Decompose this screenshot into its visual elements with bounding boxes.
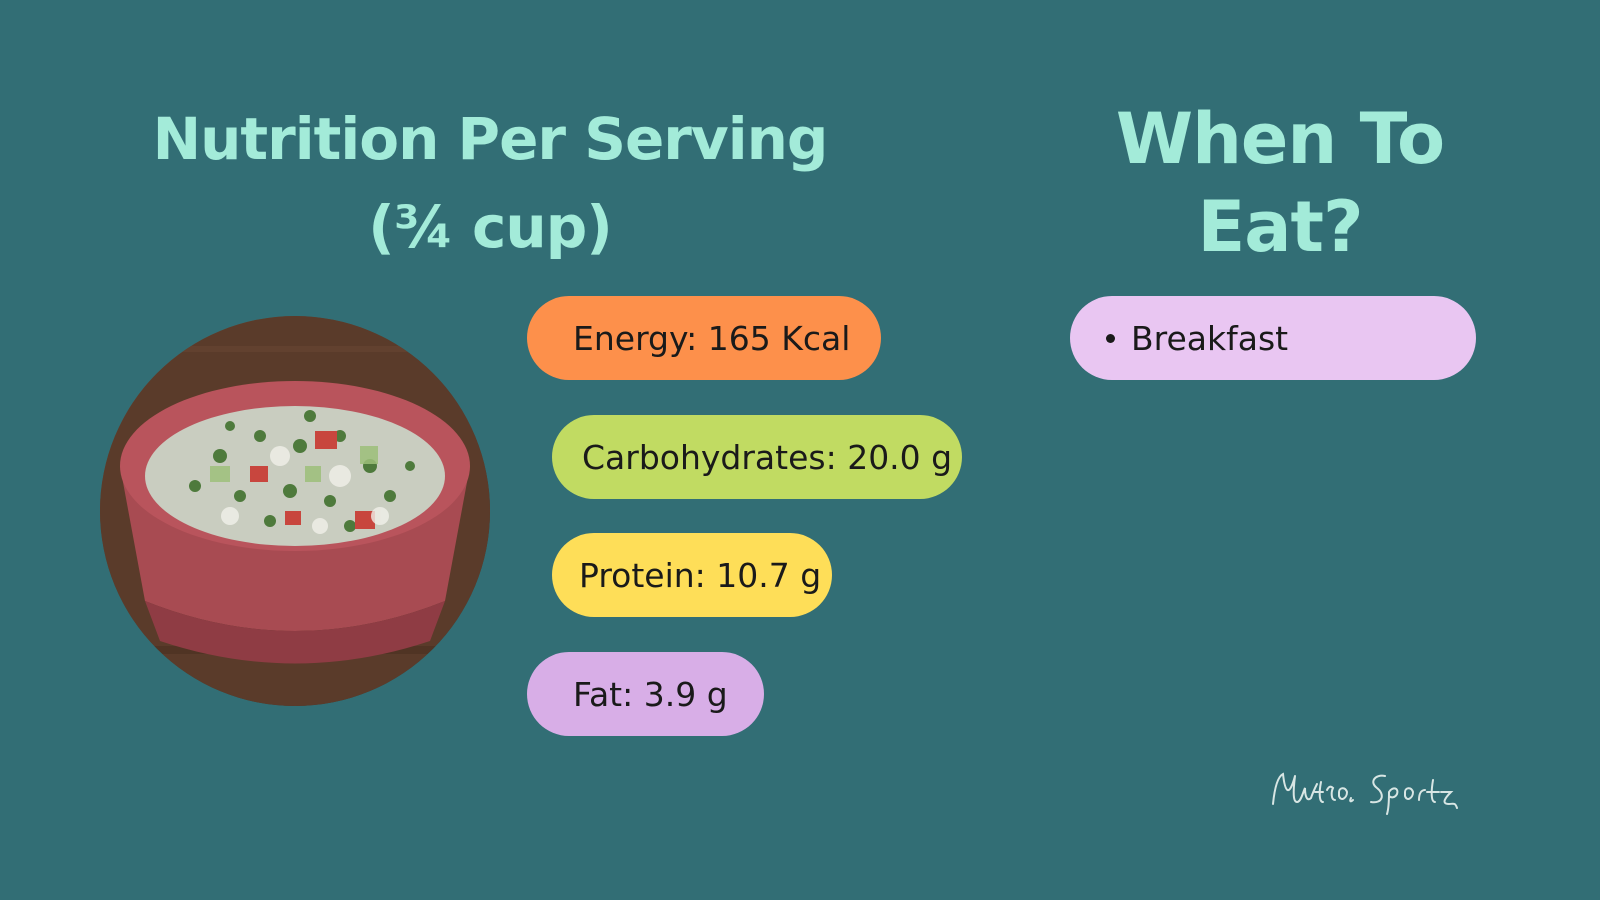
- breakfast-label: Breakfast: [1131, 318, 1289, 358]
- protein-label: Protein: 10.7 g: [579, 555, 822, 595]
- nutrition-pill-protein: Protein: 10.7 g: [552, 533, 832, 617]
- nutrition-heading-line2: (¾ cup): [368, 193, 612, 261]
- when-to-eat-heading: When To Eat?: [1030, 95, 1530, 271]
- brand-logo-script: [1272, 772, 1458, 815]
- nutrition-pill-carbohydrates: Carbohydrates: 20.0 g: [552, 415, 962, 499]
- nutrition-heading: Nutrition Per Serving (¾ cup): [150, 95, 830, 271]
- nutrition-heading-line1: Nutrition Per Serving: [152, 105, 829, 173]
- nutrition-pill-energy: Energy: 165 Kcal: [527, 296, 881, 380]
- carbohydrates-label: Carbohydrates: 20.0 g: [582, 437, 953, 477]
- salad-bowl-photo: [100, 316, 490, 706]
- nutrition-pill-fat: Fat: 3.9 g: [527, 652, 764, 736]
- when-to-eat-heading-text: When To Eat?: [1115, 98, 1445, 268]
- bullet-icon: [1106, 333, 1115, 343]
- energy-label: Energy: 165 Kcal: [573, 318, 851, 358]
- fat-label: Fat: 3.9 g: [573, 674, 728, 714]
- when-to-eat-pill-breakfast: Breakfast: [1070, 296, 1476, 380]
- brand-logo: [1265, 762, 1495, 822]
